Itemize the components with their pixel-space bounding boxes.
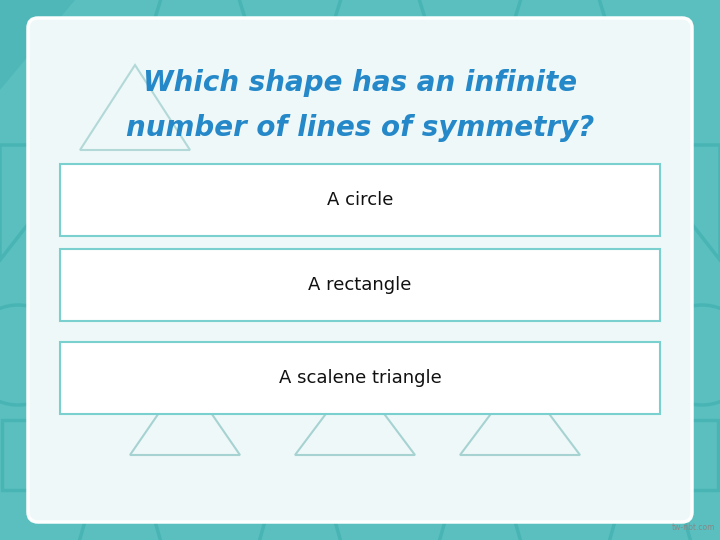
Text: A circle: A circle — [327, 191, 393, 209]
FancyBboxPatch shape — [60, 164, 660, 236]
Text: Which shape has an infinite: Which shape has an infinite — [143, 69, 577, 97]
Text: A rectangle: A rectangle — [308, 276, 412, 294]
Text: tw-nbt.com: tw-nbt.com — [672, 523, 715, 532]
Text: number of lines of symmetry?: number of lines of symmetry? — [126, 114, 594, 142]
FancyBboxPatch shape — [60, 342, 660, 414]
Polygon shape — [0, 0, 75, 90]
Bar — [663, 420, 718, 490]
FancyBboxPatch shape — [60, 249, 660, 321]
Bar — [2, 420, 57, 490]
Text: A scalene triangle: A scalene triangle — [279, 369, 441, 387]
FancyBboxPatch shape — [28, 18, 692, 522]
